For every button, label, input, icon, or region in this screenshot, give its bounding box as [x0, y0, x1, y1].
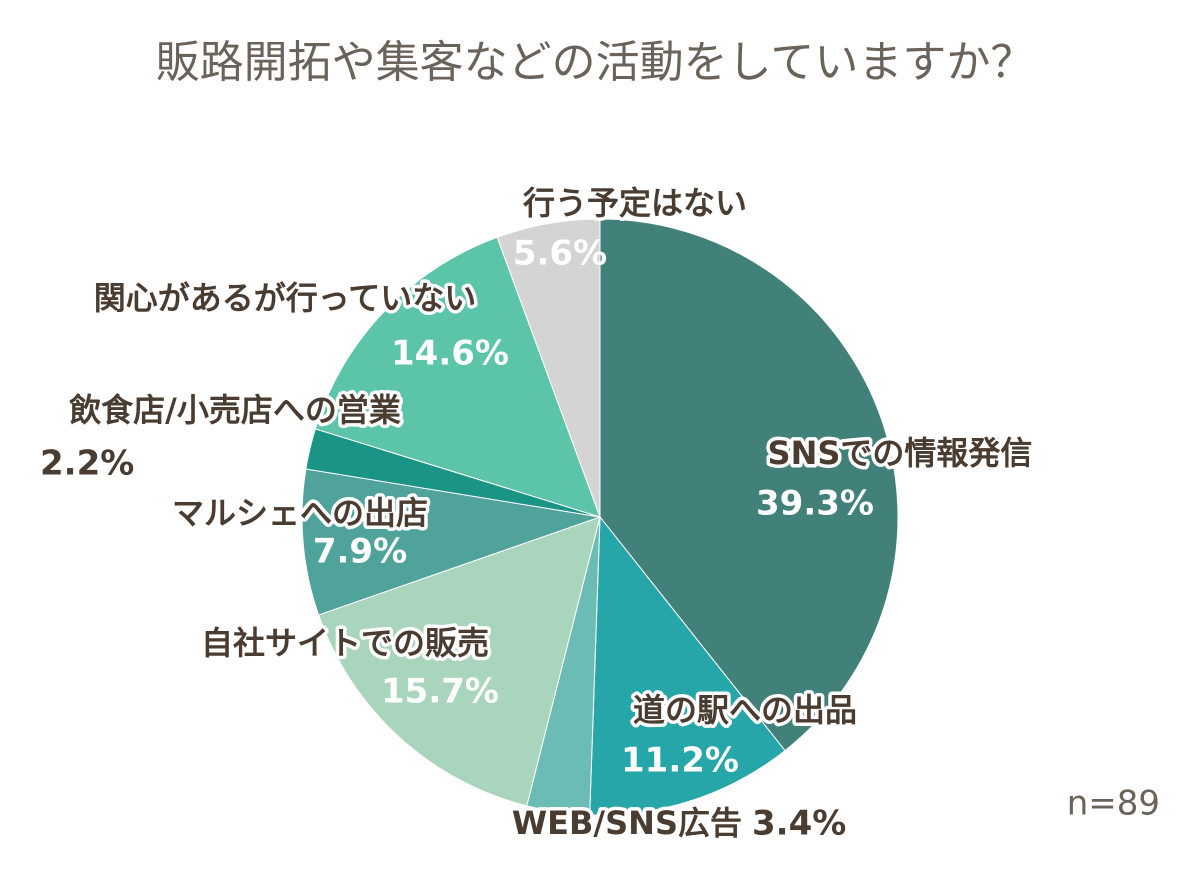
- slice-label: 行う予定はない: [523, 184, 747, 222]
- pie-slice: [496, 218, 601, 518]
- slice-label: WEB/SNS広告: [512, 804, 742, 842]
- pie-slice: [314, 236, 601, 518]
- value-label: 14.6%: [391, 334, 509, 374]
- pie-slice: [589, 515, 786, 816]
- slice-label: SNSでの情報発信: [768, 434, 1033, 472]
- sample-size: n=89: [1067, 784, 1160, 824]
- slice-label: 関心があるが行っていない: [94, 279, 476, 317]
- value-label: 2.2%: [40, 444, 134, 484]
- value-label: 7.9%: [313, 532, 407, 572]
- slice-label: 自社サイトでの販売: [201, 624, 489, 662]
- slice-label: 飲食店/小売店への営業: [69, 391, 401, 429]
- value-label: 11.2%: [621, 741, 739, 781]
- chart-title: 販路開拓や集客などの活動をしていますか？: [156, 37, 1035, 88]
- slice-label: 道の駅への出品: [633, 691, 857, 729]
- value-label: 15.7%: [381, 672, 499, 712]
- value-label: 3.4%: [752, 804, 846, 844]
- value-label: 5.6%: [513, 234, 607, 274]
- pie-slice: [301, 468, 601, 616]
- value-label: 39.3%: [756, 484, 874, 524]
- pie-slice: [599, 218, 899, 752]
- pie-slice: [317, 516, 601, 807]
- slice-label: マルシェへの出店: [172, 494, 428, 532]
